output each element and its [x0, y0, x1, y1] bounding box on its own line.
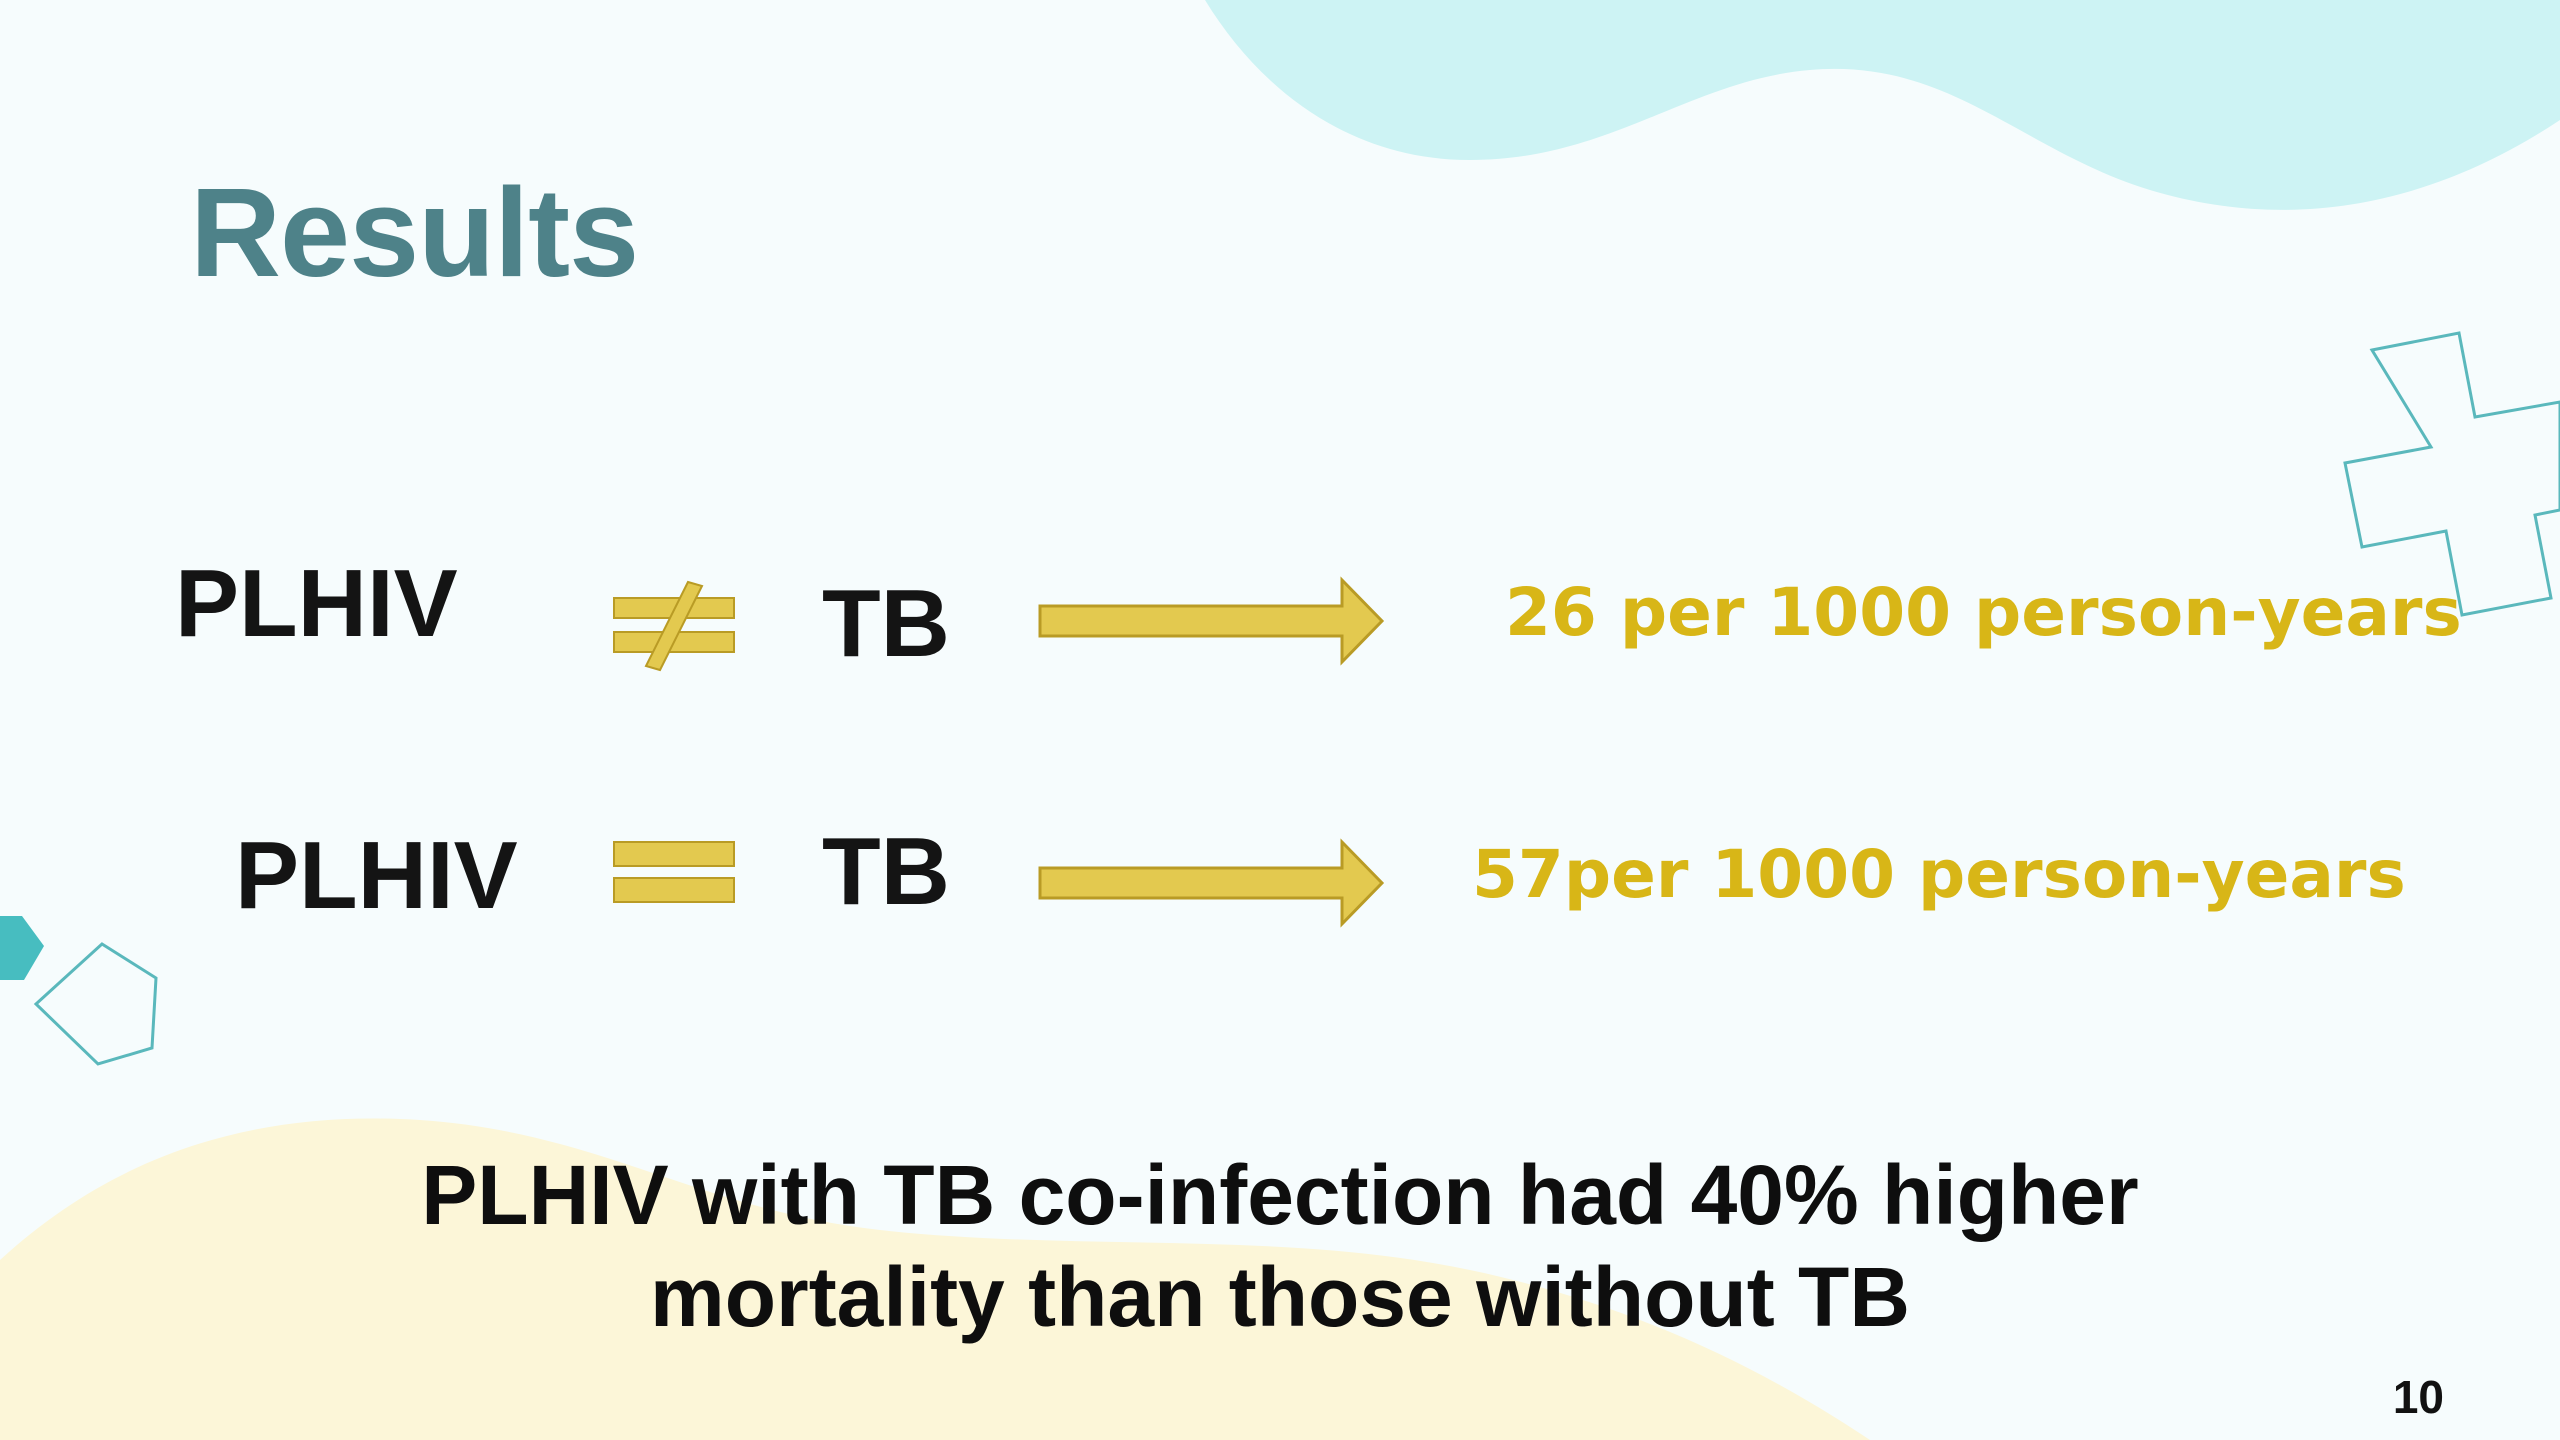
row1-right-label: TB	[822, 570, 950, 677]
pentagon-outline-icon	[33, 942, 158, 1066]
page-number: 10	[2392, 1371, 2444, 1423]
row2-left-label: PLHIV	[235, 822, 518, 929]
not-equal-icon	[613, 580, 735, 672]
cream-blob-shape	[0, 1118, 1870, 1440]
conclusion-line-2: mortality than those without TB	[650, 1250, 1910, 1344]
conclusion-text: PLHIV with TB co-infection had 40% highe…	[0, 1144, 2560, 1348]
row2-rate: 57per 1000 person-years	[1472, 836, 2406, 913]
row2-right-label: TB	[822, 818, 950, 925]
row1-rate: 26 per 1000 person-years	[1505, 574, 2462, 651]
hexagon-icon	[0, 916, 44, 980]
row2-right-arrow-icon	[1038, 838, 1385, 928]
conclusion-line-1: PLHIV with TB co-infection had 40% highe…	[421, 1148, 2139, 1242]
cross-outline-icon	[2343, 331, 2560, 617]
row1-right-arrow-icon	[1038, 576, 1385, 666]
row1-left-label: PLHIV	[175, 550, 458, 657]
equal-icon	[613, 841, 735, 903]
teal-blob-shape	[1205, 0, 2560, 210]
page-title: Results	[190, 162, 639, 303]
